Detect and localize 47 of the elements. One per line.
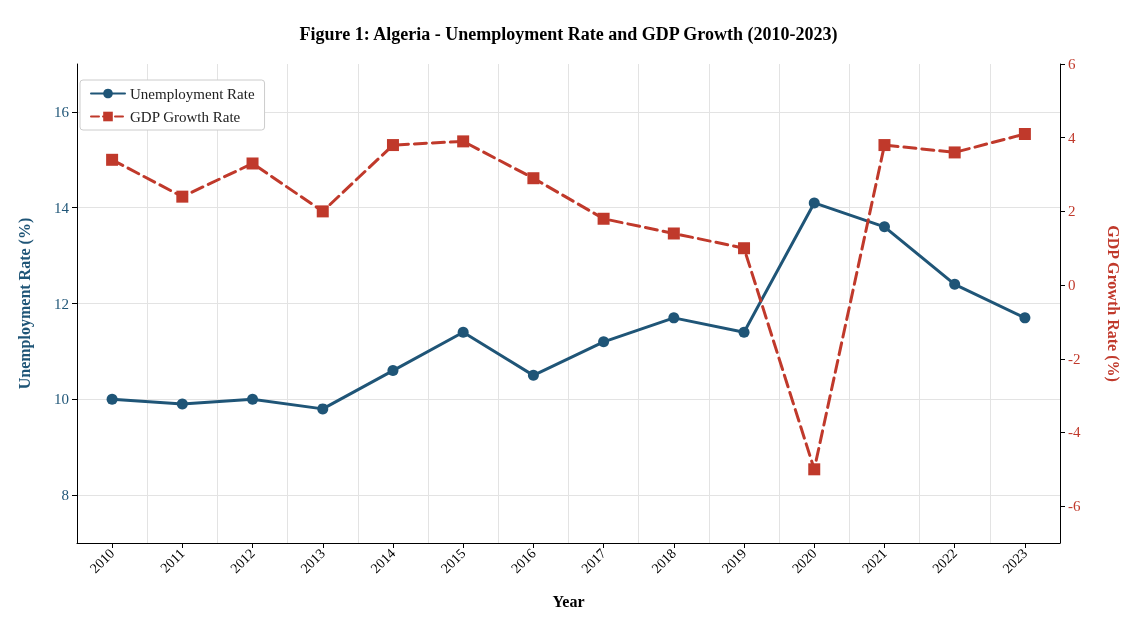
y2-tick-label: 6 (1068, 56, 1076, 72)
y2-tick-label: 2 (1068, 203, 1076, 220)
point (106, 153, 119, 166)
x-axis-title: Year (552, 592, 585, 610)
y-tick-label: 10 (54, 391, 69, 408)
point (598, 336, 610, 348)
y-tick-label: 14 (54, 199, 70, 216)
point (527, 172, 540, 185)
point (176, 398, 188, 410)
point (386, 139, 399, 152)
point (878, 139, 891, 152)
y-tick-label: 16 (54, 103, 70, 120)
y2-tick-label: 0 (1068, 277, 1076, 294)
point (878, 221, 890, 233)
y2-tick-label: -2 (1068, 350, 1081, 367)
x-tick-label: 2011 (157, 545, 188, 576)
point (738, 326, 750, 338)
point (246, 157, 259, 170)
legend-label: Unemployment Rate (130, 85, 255, 102)
y-axis-title: Unemployment Rate (%) (15, 217, 34, 390)
point (527, 369, 539, 381)
y2-tick-label: -4 (1068, 424, 1081, 441)
point (457, 135, 470, 148)
y2-tick-label: 4 (1068, 129, 1076, 146)
point (667, 227, 680, 240)
point (106, 393, 118, 405)
point (247, 393, 259, 405)
y2-axis-title: GDP Growth Rate (%) (1103, 225, 1122, 382)
point (738, 242, 751, 255)
y-tick-label: 12 (54, 295, 69, 312)
point (597, 212, 610, 225)
point (948, 146, 961, 159)
point (317, 403, 329, 415)
point (949, 278, 961, 290)
point (176, 190, 189, 203)
y2-tick-label: -6 (1068, 498, 1081, 515)
point (1019, 312, 1031, 324)
y-tick-label: 8 (61, 487, 69, 504)
point (316, 205, 329, 218)
point (1018, 128, 1031, 141)
chart-title: Figure 1: Algeria - Unemployment Rate and GDP Growth (2010-2023) (299, 24, 838, 45)
point (808, 197, 820, 209)
point (457, 326, 469, 338)
point (668, 312, 680, 324)
point (808, 463, 821, 476)
point (387, 365, 399, 377)
legend-label: GDP Growth Rate (130, 108, 241, 125)
